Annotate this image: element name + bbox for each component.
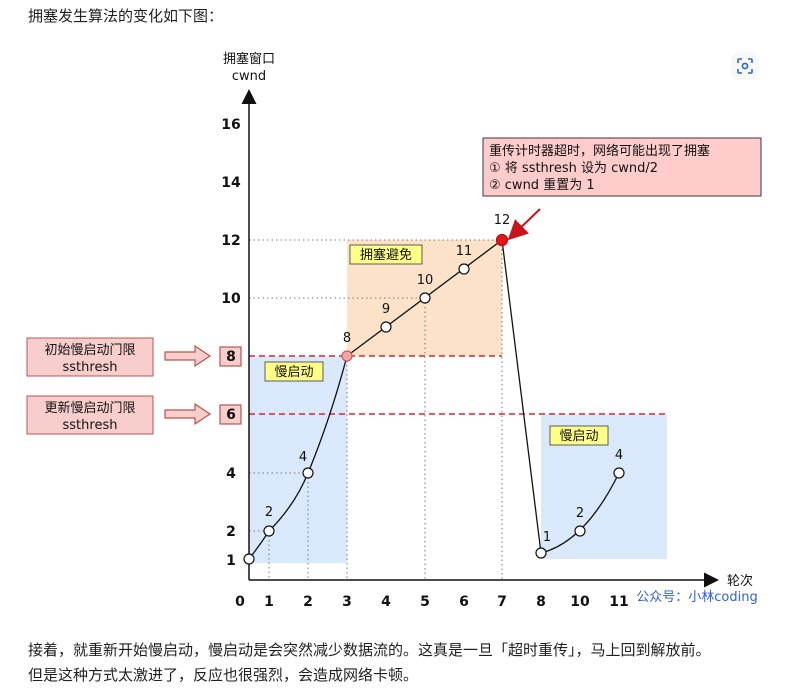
- initial-threshold-box: [26, 337, 154, 377]
- x-tick-10: 10: [570, 594, 590, 610]
- guide-lines: [249, 239, 503, 580]
- x-tick-1: 1: [264, 594, 274, 610]
- x-tick-11: 11: [609, 594, 628, 610]
- point-label-8: 8: [343, 331, 351, 346]
- y-tick-10: 10: [221, 291, 241, 307]
- data-points: [243, 233, 625, 565]
- point-labels: 2 4 8 9 10 11 12 1 2 4: [265, 213, 623, 545]
- point-label-1b: 1: [543, 530, 551, 545]
- initial-threshold-text-2: ssthresh: [63, 360, 118, 375]
- initial-threshold-text-1: 初始慢启动门限: [44, 342, 135, 358]
- timeout-callout-line-2: ① 将 ssthresh 设为 cwnd/2: [489, 161, 658, 176]
- x-axis-label: 轮次: [727, 573, 753, 589]
- point-label-10: 10: [417, 273, 434, 288]
- point-label-11: 11: [456, 244, 473, 259]
- x-tick-6: 6: [459, 594, 469, 610]
- slow-start-label-2-bg: [549, 425, 609, 446]
- new-threshold-text-2: ssthresh: [63, 418, 118, 433]
- y-tick-16: 16: [221, 117, 240, 133]
- point-label-2b: 2: [576, 506, 584, 521]
- y-tick-labels: 16 14 12 10 8 6 4 2 1: [219, 117, 242, 569]
- point-label-12: 12: [494, 213, 511, 228]
- point-round6: [458, 263, 470, 275]
- timeout-callout-line-3: ② cwnd 重置为 1: [489, 177, 595, 193]
- y-axis-label-2: cwnd: [232, 69, 266, 84]
- intro-text: 拥塞发生算法的变化如下图：: [28, 7, 224, 25]
- point-peak: [495, 233, 509, 247]
- new-threshold-text-1: 更新慢启动门限: [44, 400, 135, 416]
- point-round4: [380, 321, 392, 333]
- timeout-callout-line-1: 重传计时器超时，网络可能出现了拥塞: [489, 143, 710, 159]
- paragraph-2: 但是这种方式太激进了，反应也很强烈，会造成网络卡顿。: [28, 666, 419, 684]
- lens-icon: [737, 58, 753, 74]
- timeout-pointer-arrow: [507, 208, 541, 241]
- y-tick-6-box: [219, 404, 242, 425]
- slow-start-label-1: 慢启动: [274, 364, 313, 380]
- y-axis-label-1: 拥塞窗口: [223, 51, 275, 67]
- initial-threshold-arrow-icon: [164, 344, 212, 368]
- x-tick-2: 2: [303, 594, 313, 610]
- slow-start-label-1-bg: [264, 361, 324, 382]
- y-tick-14: 14: [221, 175, 241, 191]
- x-tick-8: 8: [536, 594, 546, 610]
- image-search-button[interactable]: [731, 52, 759, 80]
- point-label-4b: 4: [615, 448, 623, 463]
- x-tick-7: 7: [497, 594, 507, 610]
- point-label-9: 9: [382, 302, 390, 317]
- point-round5: [419, 292, 431, 304]
- y-tick-1: 1: [226, 553, 236, 569]
- point-reset: [535, 547, 547, 559]
- point-reset-4: [613, 467, 625, 479]
- y-tick-8: 8: [226, 349, 236, 365]
- y-tick-4: 4: [226, 466, 236, 482]
- paragraph-1: 接着，就重新开始慢启动，慢启动是会突然减少数据流的。这真是一旦「超时重传」，马上…: [28, 641, 711, 659]
- timeout-callout: [482, 137, 762, 197]
- new-threshold-arrow-icon: [164, 402, 212, 426]
- x-tick-5: 5: [420, 594, 430, 610]
- x-tick-3: 3: [342, 594, 352, 610]
- congestion-avoidance-label-bg: [349, 244, 423, 265]
- new-threshold-box: [26, 395, 154, 435]
- x-tick-0: 0: [235, 594, 245, 610]
- y-tick-2: 2: [226, 524, 236, 540]
- x-tick-labels: 0 1 2 3 4 5 6 7 8 10 11: [235, 594, 629, 610]
- point-threshold: [341, 350, 353, 362]
- point-reset-2: [574, 525, 586, 537]
- x-tick-4: 4: [381, 594, 391, 610]
- point-round1: [263, 525, 275, 537]
- point-start: [243, 553, 255, 565]
- congestion-avoidance-label: 拥塞避免: [360, 247, 412, 263]
- point-label-4a: 4: [299, 450, 307, 465]
- watermark: 公众号：小林coding: [636, 590, 757, 605]
- y-tick-8-box: [219, 346, 242, 367]
- slow-start-label-2: 慢启动: [559, 428, 598, 444]
- y-tick-6: 6: [226, 407, 236, 423]
- y-tick-12: 12: [221, 233, 240, 249]
- point-label-2a: 2: [265, 505, 273, 520]
- point-round2: [302, 467, 314, 479]
